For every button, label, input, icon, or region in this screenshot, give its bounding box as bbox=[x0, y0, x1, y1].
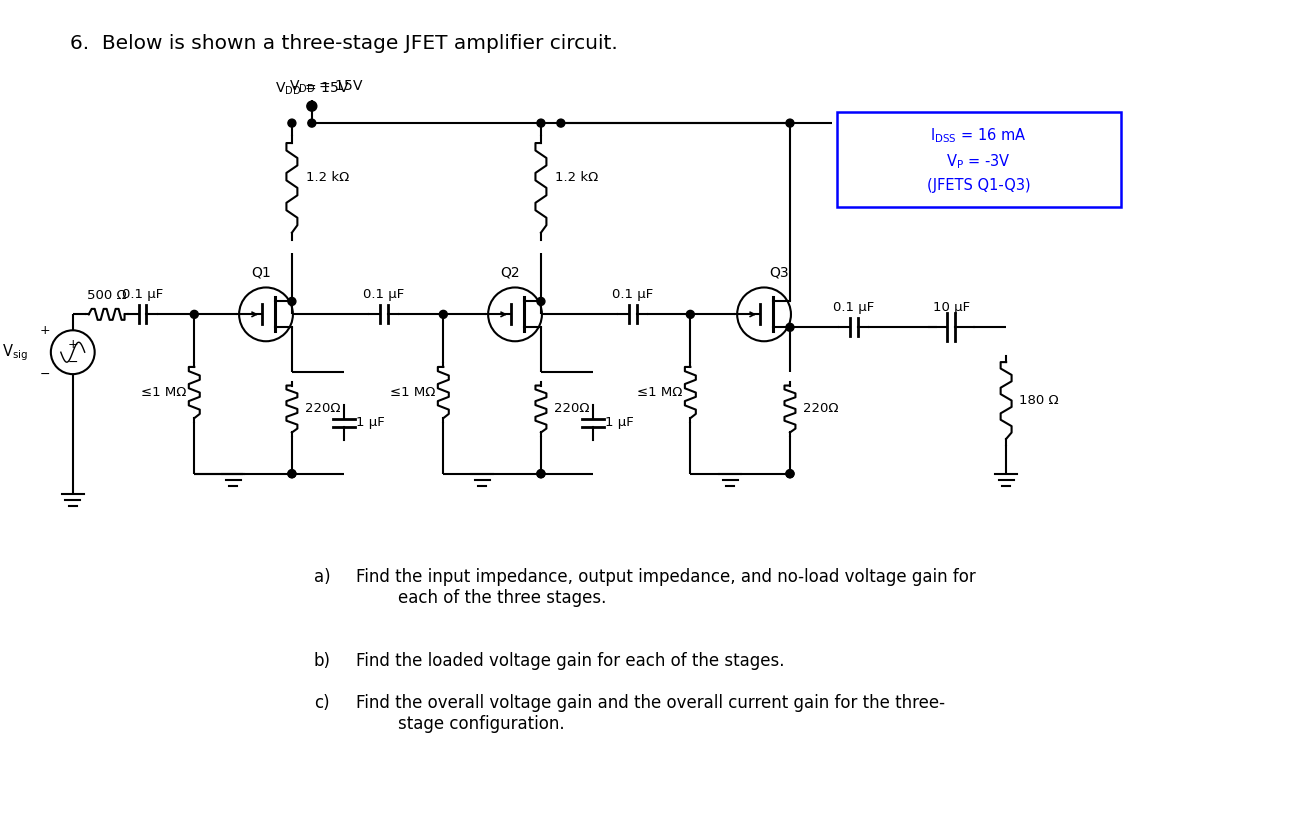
Circle shape bbox=[537, 297, 545, 305]
Circle shape bbox=[289, 470, 296, 478]
Text: ≤1 MΩ: ≤1 MΩ bbox=[637, 386, 682, 399]
Circle shape bbox=[537, 119, 545, 127]
Text: −: − bbox=[40, 368, 50, 381]
Text: −: − bbox=[67, 356, 78, 369]
Text: 1 μF: 1 μF bbox=[604, 417, 634, 430]
Text: Find the loaded voltage gain for each of the stages.: Find the loaded voltage gain for each of… bbox=[356, 652, 784, 670]
Text: Q2: Q2 bbox=[501, 265, 520, 279]
Circle shape bbox=[556, 119, 565, 127]
Circle shape bbox=[785, 470, 795, 478]
Text: 220Ω: 220Ω bbox=[305, 402, 340, 415]
Text: $\mathregular{I_{DSS}}$ = 16 mA: $\mathregular{I_{DSS}}$ = 16 mA bbox=[930, 126, 1027, 145]
Text: 1 μF: 1 μF bbox=[356, 417, 384, 430]
Circle shape bbox=[537, 470, 545, 478]
Circle shape bbox=[785, 323, 795, 331]
Text: ≤1 MΩ: ≤1 MΩ bbox=[141, 386, 186, 399]
Circle shape bbox=[307, 101, 317, 112]
Circle shape bbox=[289, 297, 296, 305]
Text: 220Ω: 220Ω bbox=[554, 402, 589, 415]
Text: a): a) bbox=[314, 568, 330, 586]
Text: c): c) bbox=[314, 694, 330, 712]
Text: $\mathregular{V_{DD}}$ = 15V: $\mathregular{V_{DD}}$ = 15V bbox=[289, 79, 364, 95]
Circle shape bbox=[785, 119, 795, 127]
Text: 1.2 kΩ: 1.2 kΩ bbox=[555, 172, 598, 185]
Text: b): b) bbox=[314, 652, 331, 670]
Text: $\mathregular{V_P}$ = -3V: $\mathregular{V_P}$ = -3V bbox=[946, 152, 1011, 171]
Text: Find the overall voltage gain and the overall current gain for the three-
      : Find the overall voltage gain and the ov… bbox=[356, 694, 945, 733]
Text: ≤1 MΩ: ≤1 MΩ bbox=[389, 386, 435, 399]
Text: 0.1 μF: 0.1 μF bbox=[833, 301, 875, 314]
Circle shape bbox=[289, 119, 296, 127]
Text: $\mathregular{V_{DD}}$ = 15V: $\mathregular{V_{DD}}$ = 15V bbox=[274, 81, 349, 97]
Text: 10 μF: 10 μF bbox=[933, 301, 970, 314]
FancyBboxPatch shape bbox=[837, 112, 1121, 207]
Text: Q3: Q3 bbox=[769, 265, 788, 279]
Text: $\mathregular{V_{sig}}$: $\mathregular{V_{sig}}$ bbox=[3, 342, 28, 362]
Circle shape bbox=[190, 310, 198, 318]
Text: Q1: Q1 bbox=[251, 265, 270, 279]
Circle shape bbox=[289, 470, 296, 478]
Text: (JFETS Q1-Q3): (JFETS Q1-Q3) bbox=[927, 178, 1030, 194]
Text: 180 Ω: 180 Ω bbox=[1020, 394, 1058, 407]
Circle shape bbox=[440, 310, 448, 318]
Text: 220Ω: 220Ω bbox=[802, 402, 839, 415]
Text: 1.2 kΩ: 1.2 kΩ bbox=[305, 172, 349, 185]
Circle shape bbox=[308, 119, 316, 127]
Text: 0.1 μF: 0.1 μF bbox=[122, 288, 163, 301]
Circle shape bbox=[785, 470, 795, 478]
Circle shape bbox=[537, 470, 545, 478]
Text: +: + bbox=[67, 338, 78, 351]
Text: Find the input impedance, output impedance, and no-load voltage gain for
       : Find the input impedance, output impedan… bbox=[356, 568, 976, 607]
Text: +: + bbox=[40, 324, 50, 337]
Text: 500 Ω: 500 Ω bbox=[87, 290, 127, 303]
Text: 0.1 μF: 0.1 μF bbox=[612, 288, 653, 301]
Circle shape bbox=[686, 310, 695, 318]
Text: 6.  Below is shown a three-stage JFET amplifier circuit.: 6. Below is shown a three-stage JFET amp… bbox=[70, 34, 617, 53]
Text: 0.1 μF: 0.1 μF bbox=[362, 288, 404, 301]
